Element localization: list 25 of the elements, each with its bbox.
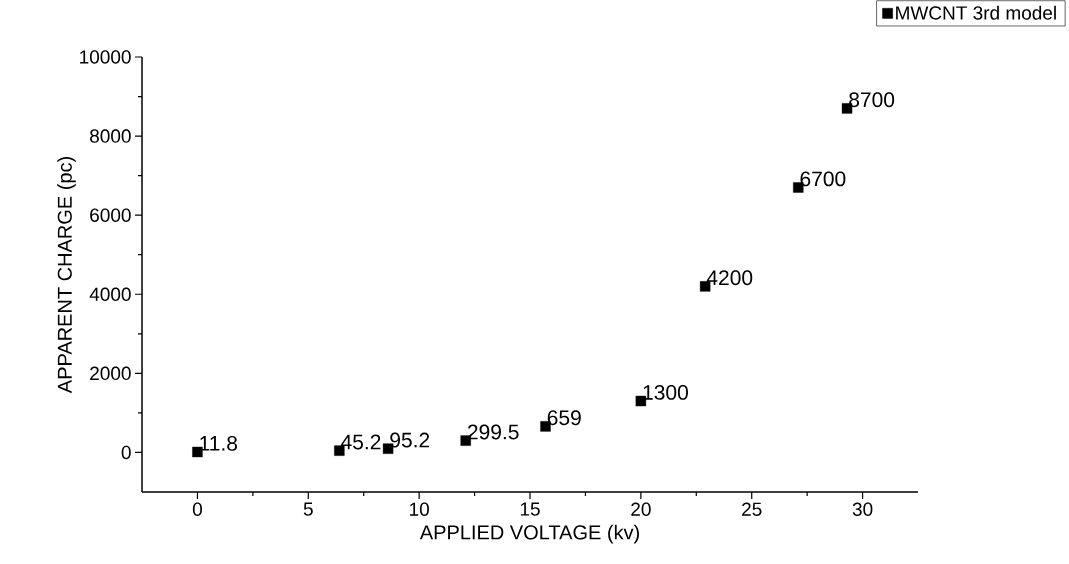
data-label: 11.8: [200, 435, 238, 451]
x-tick-label: 10: [410, 502, 429, 516]
data-label: 299.5: [467, 424, 519, 440]
y-tick-label: 10000: [80, 50, 131, 64]
data-label: 659: [547, 410, 581, 426]
data-label: 6700: [800, 171, 846, 187]
x-tick-label: 0: [192, 502, 202, 516]
y-tick-label: 4000: [89, 287, 131, 301]
legend-label: MWCNT 3rd model: [896, 5, 1056, 20]
x-axis-title: APPLIED VOLTAGE (kv): [419, 524, 639, 544]
y-tick-label: 2000: [90, 366, 131, 381]
x-tick-label: 25: [742, 502, 762, 516]
data-label: 4200: [706, 270, 753, 286]
y-tick-label: 6000: [90, 208, 131, 222]
data-label: 1300: [643, 384, 688, 400]
data-label: 8700: [849, 92, 895, 108]
x-tick-label: 15: [520, 502, 540, 516]
x-tick-label: 30: [852, 502, 873, 516]
y-tick-label: 8000: [90, 129, 131, 143]
x-tick-label: 5: [303, 502, 313, 516]
data-label: 45.2: [341, 434, 381, 450]
data-label: 95.2: [390, 432, 430, 448]
y-axis-title: APPARENT CHARGE (pc): [57, 157, 76, 394]
x-tick-label: 20: [631, 502, 651, 516]
y-tick-label: 0: [121, 445, 131, 460]
